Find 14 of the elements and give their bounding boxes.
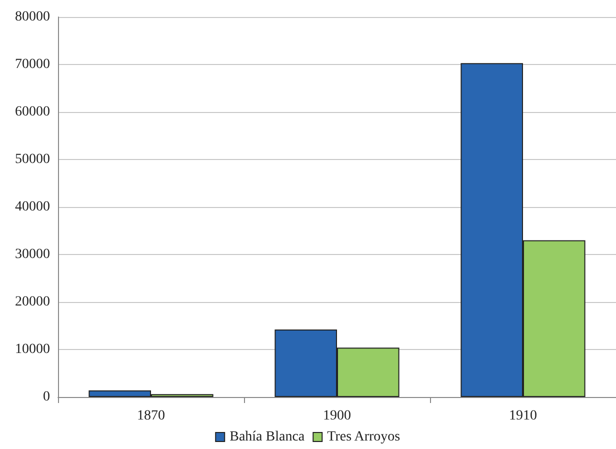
x-tick-label: 1910	[509, 408, 537, 424]
y-tick-label: 60000	[15, 104, 50, 120]
y-tick-label: 0	[43, 390, 50, 404]
y-tick-label: 30000	[15, 247, 50, 262]
x-tick-label: 1900	[323, 408, 351, 424]
y-tick-label: 80000	[15, 10, 50, 24]
y-tick-label: 20000	[15, 294, 50, 310]
y-tick-label: 70000	[15, 57, 50, 72]
legend-label: Bahía Blanca	[230, 430, 306, 444]
legend-label: Tres Arroyos	[327, 430, 400, 444]
y-tick-label: 50000	[15, 152, 50, 167]
y-tick-label: 10000	[15, 342, 50, 357]
y-tick-label: 40000	[15, 200, 50, 214]
x-tick-label: 1870	[137, 408, 165, 424]
